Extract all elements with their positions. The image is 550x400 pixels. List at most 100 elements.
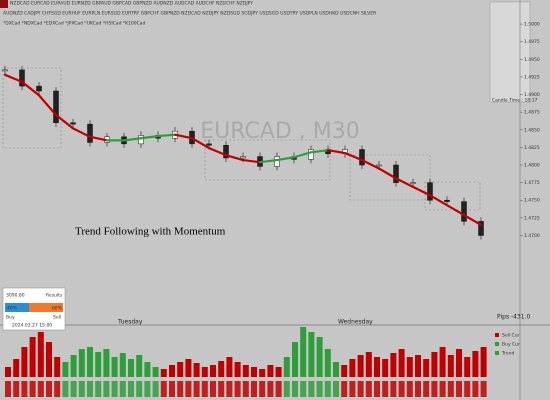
signal-strip xyxy=(292,381,298,397)
strategy-label: Trend Following with Momentum xyxy=(75,226,226,238)
histogram-bar xyxy=(431,352,438,377)
signal-strip xyxy=(185,381,192,397)
signal-strip xyxy=(5,381,11,397)
candle xyxy=(308,149,314,160)
histogram-bar xyxy=(308,332,315,377)
signal-strip xyxy=(160,381,167,397)
histogram-bar xyxy=(111,357,118,377)
histogram-bar xyxy=(472,351,479,377)
histogram-bar xyxy=(333,362,339,377)
histogram-bar xyxy=(382,359,389,377)
histogram-bar xyxy=(259,369,266,377)
legend-swatch xyxy=(495,351,499,355)
signal-strip xyxy=(456,381,462,397)
signal-strip xyxy=(431,381,438,397)
histogram-bar xyxy=(292,342,298,377)
signal-strip xyxy=(103,381,110,397)
trend-line xyxy=(258,158,279,164)
trend-line xyxy=(139,135,160,140)
ticker-row: *DXCad *NDXCad *EDXCad *JPXCad *UKCad *H… xyxy=(3,21,146,27)
trend-line xyxy=(462,213,483,226)
histogram-bar xyxy=(70,355,77,377)
signal-strip xyxy=(398,381,405,397)
signal-strip xyxy=(242,381,249,397)
histogram-bar xyxy=(390,353,397,377)
signal-strip xyxy=(37,381,44,397)
histogram-bar xyxy=(415,355,421,377)
candle xyxy=(53,90,59,123)
trend-line xyxy=(122,137,143,142)
signal-strip xyxy=(87,381,93,397)
signal-strip xyxy=(54,381,61,397)
signal-strip xyxy=(472,381,479,397)
candle xyxy=(2,69,8,72)
trend-line xyxy=(156,133,177,138)
trend-line xyxy=(360,158,381,170)
legend-label: Trend xyxy=(501,351,514,357)
signal-strip xyxy=(374,381,380,397)
histogram-bar xyxy=(160,369,167,377)
trend-line xyxy=(207,146,228,157)
signal-strip xyxy=(210,381,216,397)
histogram-bar xyxy=(21,347,28,377)
histogram-bar xyxy=(37,332,44,377)
signal-strip xyxy=(357,381,364,397)
signal-strip xyxy=(423,381,430,397)
signal-strip xyxy=(406,381,413,397)
trend-line xyxy=(377,167,398,180)
candle xyxy=(206,143,212,146)
range-boxes xyxy=(2,67,481,211)
y-tick-label: 1.4850 xyxy=(524,127,540,133)
trend-line xyxy=(292,151,313,159)
signal-strip xyxy=(169,381,175,397)
signal-strip xyxy=(70,381,77,397)
trend-line xyxy=(37,94,58,117)
histogram-bar xyxy=(374,357,380,377)
histogram-bar xyxy=(456,349,462,377)
signal-strip xyxy=(136,381,143,397)
side-panel xyxy=(489,1,531,103)
candle xyxy=(359,149,365,166)
histogram-bar xyxy=(439,347,446,377)
y-tick-label: 1.4700 xyxy=(524,233,540,239)
histogram-bar xyxy=(234,362,241,377)
histogram-bar xyxy=(275,367,282,377)
candle xyxy=(393,164,399,183)
trend-line xyxy=(88,135,109,142)
pips: Pips -431.0 xyxy=(497,314,531,321)
signal-strip xyxy=(300,381,307,397)
histogram-bar xyxy=(87,347,93,377)
histogram-bar xyxy=(95,352,102,377)
candle-time: Candle Time : 18:17 xyxy=(492,98,538,104)
legend-label: Buy Cur xyxy=(502,342,520,348)
signal-strip xyxy=(365,381,372,397)
histogram-bar xyxy=(169,365,175,377)
signal-strip xyxy=(218,381,225,397)
y-tick-label: 1.4950 xyxy=(524,57,540,63)
histogram-bar xyxy=(349,359,356,377)
signal-strip xyxy=(46,381,52,397)
signal-strip xyxy=(144,381,151,397)
day-label: Tuesday xyxy=(117,319,143,326)
histogram-bar xyxy=(193,363,200,377)
histogram-bar xyxy=(13,359,20,377)
histogram-bar xyxy=(46,342,52,377)
histogram-bar xyxy=(398,349,405,377)
y-tick-label: 1.4900 xyxy=(524,92,540,98)
trend-line xyxy=(190,137,211,150)
histogram-bar xyxy=(357,355,364,377)
trend-line xyxy=(343,151,364,162)
histogram-bar xyxy=(406,357,413,377)
watermark: EURCAD , M30 xyxy=(200,119,360,144)
signal-strip xyxy=(201,381,208,397)
candle xyxy=(138,135,144,145)
histogram-bar xyxy=(54,357,61,377)
signal-strip xyxy=(267,381,274,397)
histogram-bar xyxy=(242,365,249,377)
signal-strip xyxy=(226,381,233,397)
signal-strip xyxy=(390,381,397,397)
trend-line xyxy=(173,133,194,140)
balance: 3090.80 xyxy=(6,293,25,299)
histogram-bar xyxy=(480,347,487,377)
